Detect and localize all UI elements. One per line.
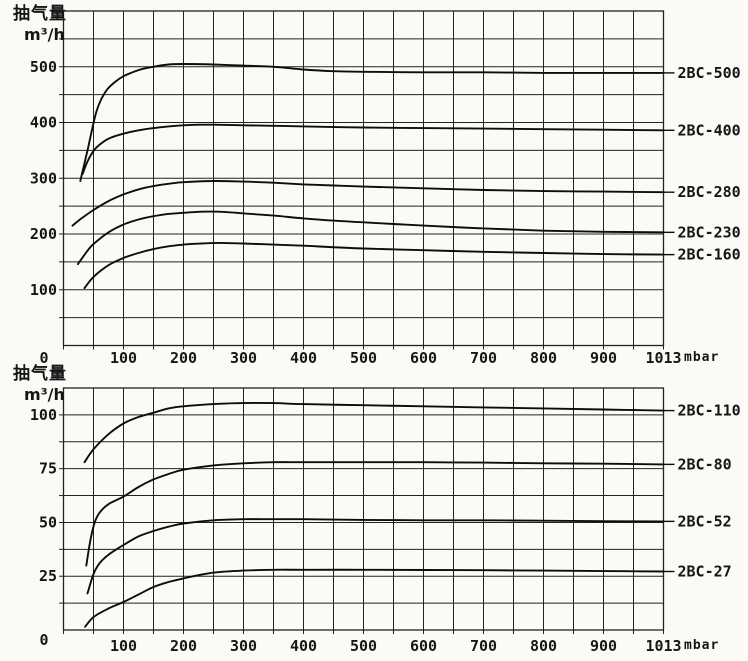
x-tick-label: 200 [170, 349, 197, 367]
curve-2BC-160 [83, 241, 665, 290]
y-tick-label: 100 [30, 281, 57, 299]
x-tick-label: 1013 [645, 637, 681, 655]
x-tick-label: 700 [470, 637, 497, 655]
bottom-chart-y-axis-title: 抽气量 [13, 364, 67, 384]
x-tick-label: 100 [110, 637, 137, 655]
top-chart-y-axis-title: 抽气量 [13, 4, 67, 24]
y-tick-label: 50 [39, 513, 57, 531]
curve-2BC-280 [71, 180, 665, 227]
x-tick-label: 800 [530, 637, 557, 655]
top-chart-x-axis-unit: mbar [684, 350, 720, 365]
plot-frame [62, 387, 665, 631]
curve-2BC-80 [85, 461, 665, 567]
curve-2BC-500 [79, 63, 665, 182]
plot-frame [62, 10, 665, 347]
x-tick-label: 0 [39, 349, 48, 367]
y-tick-label: 300 [30, 169, 57, 187]
series-label-2BC-500: 2BC-500 [678, 64, 741, 82]
x-tick-label: 300 [230, 349, 257, 367]
series-label-2BC-52: 2BC-52 [678, 512, 732, 530]
x-tick-label: 0 [39, 631, 48, 649]
curve-2BC-400 [81, 123, 665, 175]
bottom-chart-y-axis-unit: m³/h [24, 385, 65, 404]
x-tick-label: 400 [290, 349, 317, 367]
y-tick-label: 75 [39, 460, 57, 478]
curve-2BC-230 [76, 210, 665, 266]
y-tick-label: 200 [30, 225, 57, 243]
series-label-2BC-110: 2BC-110 [678, 402, 741, 420]
series-label-2BC-160: 2BC-160 [678, 246, 741, 264]
x-tick-label: 500 [350, 637, 377, 655]
curve-2BC-110 [83, 402, 665, 464]
y-tick-label: 100 [30, 406, 57, 424]
top-chart-y-axis-unit: m³/h [24, 25, 65, 44]
x-tick-label: 1013 [645, 349, 681, 367]
x-tick-label: 200 [170, 637, 197, 655]
x-tick-label: 100 [110, 349, 137, 367]
series-label-2BC-27: 2BC-27 [678, 562, 732, 580]
bottom-chart-x-axis-unit: mbar [684, 638, 720, 653]
x-tick-label: 300 [230, 637, 257, 655]
series-label-2BC-230: 2BC-230 [678, 223, 741, 241]
x-tick-label: 800 [530, 349, 557, 367]
x-tick-label: 500 [350, 349, 377, 367]
series-label-2BC-400: 2BC-400 [678, 121, 741, 139]
y-tick-label: 500 [30, 58, 57, 76]
series-label-2BC-80: 2BC-80 [678, 455, 732, 473]
y-tick-label: 400 [30, 114, 57, 132]
curve-2BC-27 [84, 568, 665, 628]
x-tick-label: 900 [590, 637, 617, 655]
x-tick-label: 600 [410, 349, 437, 367]
y-tick-label: 25 [39, 567, 57, 585]
x-tick-label: 600 [410, 637, 437, 655]
x-tick-label: 900 [590, 349, 617, 367]
x-tick-label: 700 [470, 349, 497, 367]
x-tick-label: 400 [290, 637, 317, 655]
series-label-2BC-280: 2BC-280 [678, 183, 741, 201]
curve-2BC-52 [86, 518, 665, 595]
